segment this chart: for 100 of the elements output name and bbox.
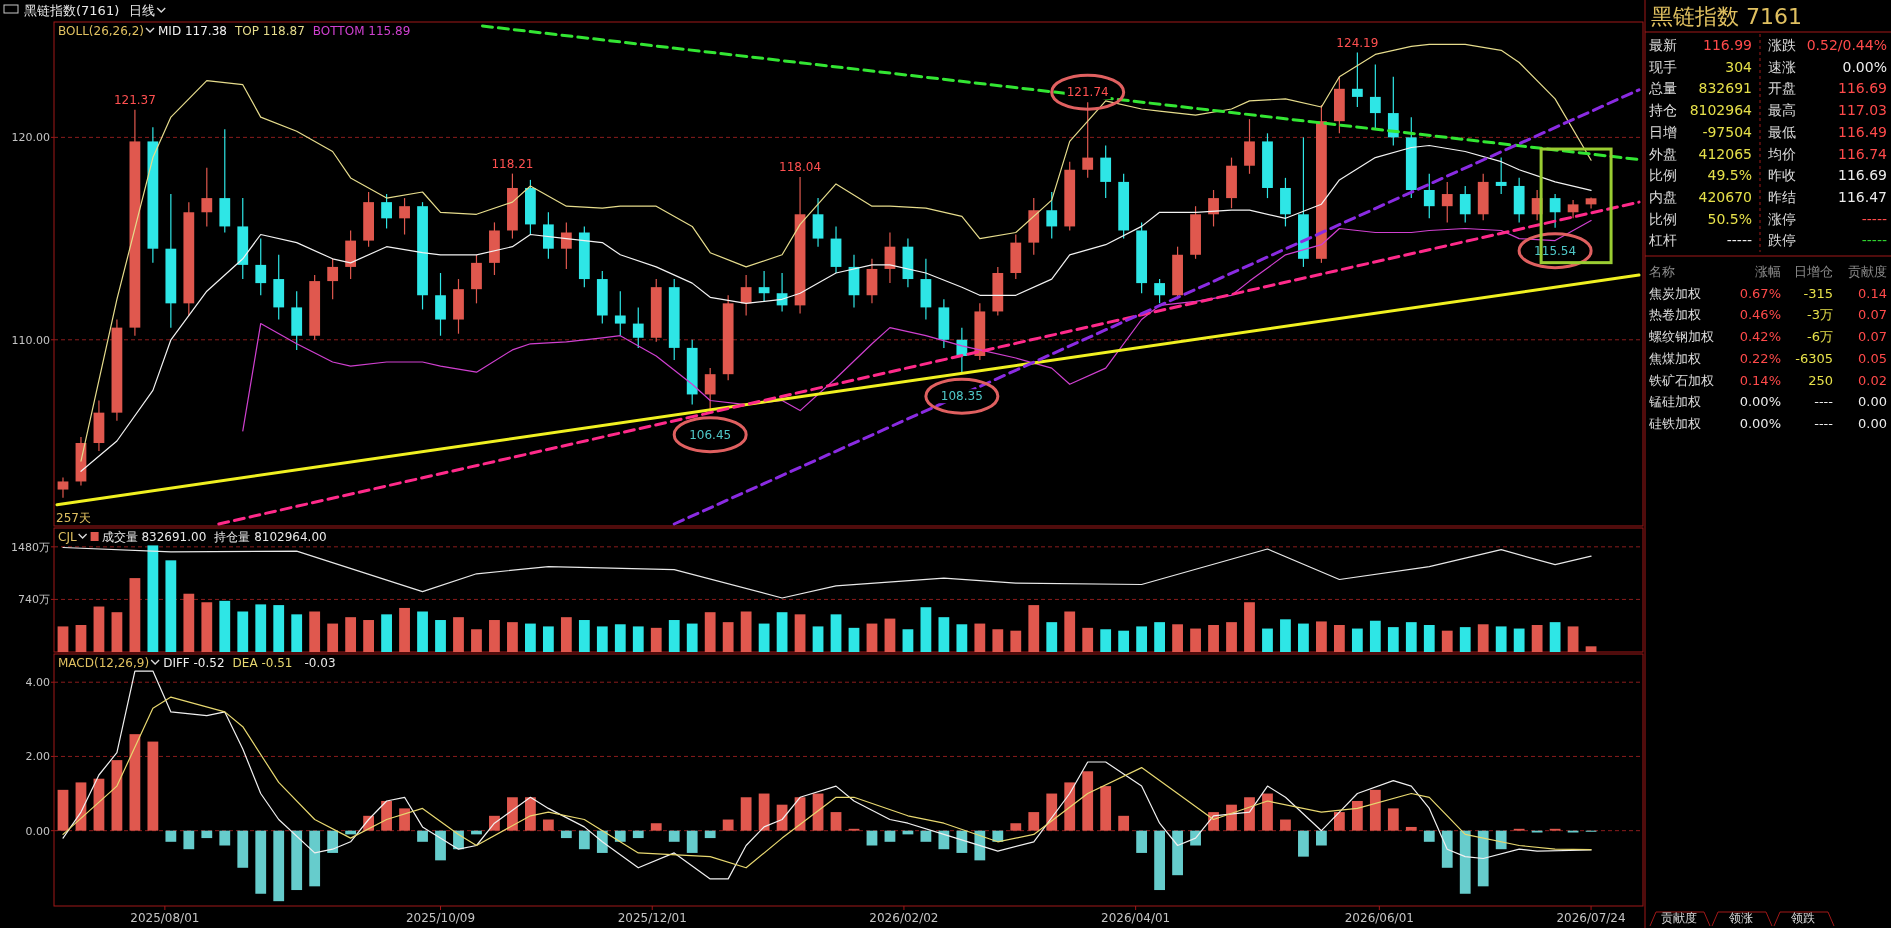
bar [614, 624, 626, 652]
bar [1459, 830, 1471, 894]
bar [417, 830, 428, 842]
bar [1082, 771, 1094, 831]
bar [1549, 622, 1561, 652]
text: 304 [1725, 58, 1753, 75]
bar [704, 612, 716, 652]
text: 250 [1808, 372, 1833, 388]
text: 0.00% [1842, 58, 1887, 75]
x-tick-label: 2025/12/01 [617, 911, 687, 925]
bar [1262, 628, 1273, 652]
bar [686, 623, 698, 652]
x-tick-label: 2025/08/01 [130, 911, 200, 925]
bar [1064, 611, 1076, 652]
bar [381, 614, 392, 652]
bar [1154, 830, 1166, 891]
text: 贡献度 [1848, 264, 1887, 279]
bar [75, 625, 87, 652]
bar [345, 617, 357, 652]
bar [1351, 628, 1363, 652]
bar [165, 560, 177, 652]
bar [920, 830, 932, 842]
text: 均价 [1767, 145, 1796, 162]
text: 昨结 [1768, 188, 1796, 205]
bar [147, 545, 159, 652]
line-series [62, 546, 1592, 599]
annotation: 121.37 [113, 92, 156, 107]
bar [273, 605, 285, 652]
bar [1118, 630, 1130, 652]
candlestick [1046, 191, 1058, 240]
bar [1369, 789, 1381, 831]
text: 领涨 [1729, 911, 1753, 925]
bar [93, 606, 105, 652]
bar [1459, 627, 1471, 652]
annotation: 124.19 [1336, 35, 1379, 50]
text: 日增 [1649, 123, 1677, 140]
bar [435, 830, 446, 861]
text: 116.49 [1838, 123, 1887, 140]
y-tick-label: 1480万 [11, 540, 50, 554]
bar [1190, 628, 1201, 652]
bar [129, 734, 141, 831]
bar [435, 620, 446, 652]
bar [201, 830, 213, 839]
text: -3万 [1807, 307, 1833, 323]
bar [938, 617, 950, 652]
line-series [62, 670, 1592, 880]
bar [1333, 812, 1345, 831]
bar [1208, 625, 1219, 652]
bar [363, 620, 374, 652]
text: 锰硅加权 [1648, 394, 1701, 410]
annotation: 108.35 [940, 389, 983, 404]
text: 焦炭加权 [1649, 285, 1701, 301]
text: 涨停 [1768, 210, 1796, 227]
bar [453, 617, 464, 652]
candlestick [1369, 63, 1381, 130]
bar [1477, 830, 1489, 887]
bar [992, 629, 1004, 652]
x-tick-label: 2026/06/01 [1344, 911, 1414, 925]
bar [668, 620, 680, 652]
bar [417, 611, 428, 652]
bar [183, 830, 195, 850]
bar [471, 629, 482, 652]
bar [1172, 830, 1183, 876]
bar [1387, 627, 1399, 652]
bar [381, 800, 392, 831]
bar [1585, 646, 1597, 652]
bar [57, 626, 69, 652]
candlestick [57, 476, 69, 499]
bar [183, 593, 195, 652]
line-series [242, 220, 1592, 432]
bar [1351, 800, 1363, 831]
bar [507, 622, 518, 652]
chart-title: 黑链指数(7161) [24, 3, 120, 18]
text: 硅铁加权 [1648, 415, 1701, 431]
bar [1298, 623, 1309, 652]
text: 涨幅 [1755, 264, 1781, 279]
series-label: 持仓量 8102964.00 [214, 530, 327, 544]
bar [578, 620, 590, 652]
bar [1477, 624, 1489, 652]
bar [542, 819, 554, 831]
text: 116.69 [1838, 167, 1887, 184]
text: 117.03 [1838, 102, 1887, 119]
bar [273, 830, 285, 902]
bar [1262, 793, 1273, 831]
bar [1118, 815, 1130, 831]
bar [1495, 626, 1507, 652]
text: BOTTOM 115.89 [312, 24, 411, 38]
text: 速涨 [1768, 58, 1796, 75]
bar [1333, 625, 1345, 652]
bar [596, 626, 608, 652]
text: 铁矿石加权 [1648, 372, 1714, 388]
text: ----- [1861, 232, 1887, 249]
bar [525, 797, 536, 831]
candlestick [381, 193, 392, 230]
bar [1100, 786, 1112, 831]
bar [525, 623, 536, 652]
bar [1316, 830, 1327, 846]
text: 0.00 [1858, 394, 1887, 410]
bar [650, 627, 662, 652]
bar [1567, 626, 1579, 652]
